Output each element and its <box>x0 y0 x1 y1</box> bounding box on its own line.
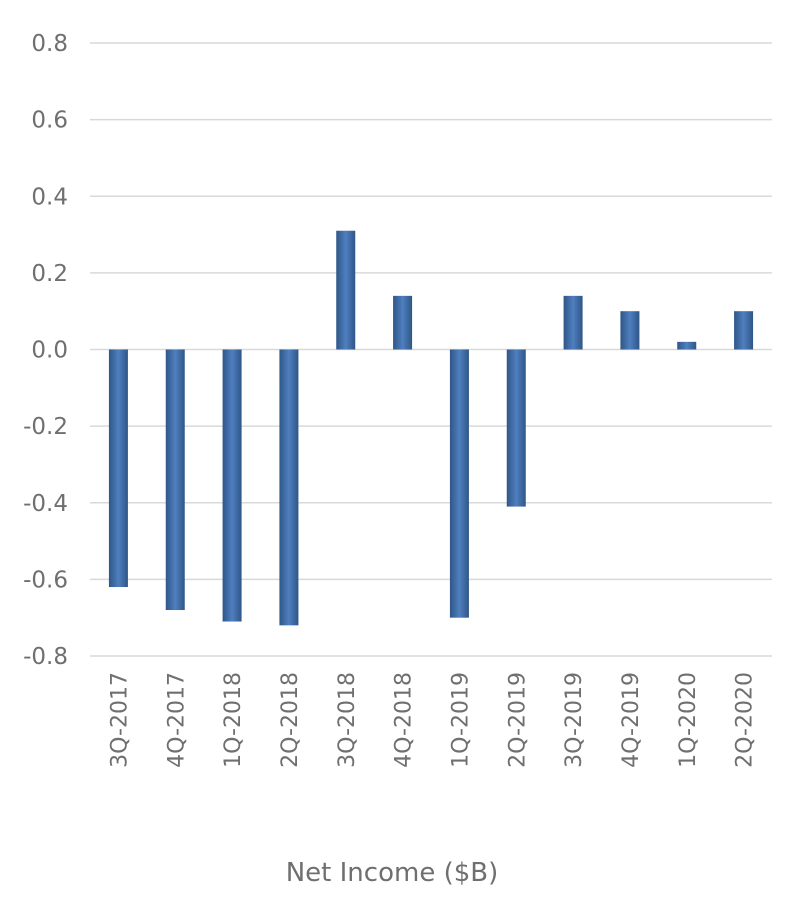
bar <box>620 311 640 350</box>
bar <box>677 341 697 350</box>
x-tick-label: 1Q-2019 <box>448 672 473 768</box>
bar <box>563 295 583 350</box>
x-tick-label: 4Q-2019 <box>619 672 644 768</box>
y-tick-label: 0.2 <box>31 261 68 287</box>
y-tick-label: 0.6 <box>31 108 68 134</box>
y-tick-label: -0.6 <box>23 567 68 593</box>
x-axis-ticks: 3Q-2017 4Q-2017 1Q-2018 2Q-2018 3Q-2018 4Q-20… <box>107 672 757 768</box>
x-tick-label: 3Q-2018 <box>335 672 360 768</box>
x-tick-label: 2Q-2018 <box>278 672 303 768</box>
y-tick-label: -0.2 <box>23 414 68 440</box>
bar <box>336 230 356 350</box>
x-tick-label: 4Q-2017 <box>164 672 189 768</box>
bar <box>222 349 242 622</box>
y-tick-label: 0.4 <box>31 184 68 210</box>
y-tick-label: -0.4 <box>23 491 68 517</box>
bars-layer <box>108 230 754 626</box>
bar <box>393 295 413 350</box>
bar <box>734 311 754 350</box>
y-tick-label: 0.0 <box>31 338 68 364</box>
x-tick-label: 3Q-2017 <box>107 672 132 768</box>
x-tick-label: 1Q-2020 <box>676 672 701 768</box>
bar <box>449 349 469 618</box>
x-axis-label: Net Income ($B) <box>286 858 499 888</box>
bar <box>506 349 526 507</box>
bar <box>279 349 299 626</box>
y-tick-label: -0.8 <box>23 644 68 670</box>
x-tick-label: 3Q-2019 <box>562 672 587 768</box>
x-tick-label: 2Q-2019 <box>505 672 530 768</box>
x-tick-label: 1Q-2018 <box>221 672 246 768</box>
x-tick-label: 4Q-2018 <box>392 672 417 768</box>
x-tick-label: 2Q-2020 <box>733 672 758 768</box>
grid-layer <box>90 42 772 657</box>
y-axis-ticks: 0.8 0.6 0.4 0.2 0.0 -0.2 -0.4 -0.6 -0.8 <box>23 31 68 670</box>
bar <box>108 349 128 588</box>
y-tick-label: 0.8 <box>31 31 68 57</box>
bar <box>165 349 185 611</box>
